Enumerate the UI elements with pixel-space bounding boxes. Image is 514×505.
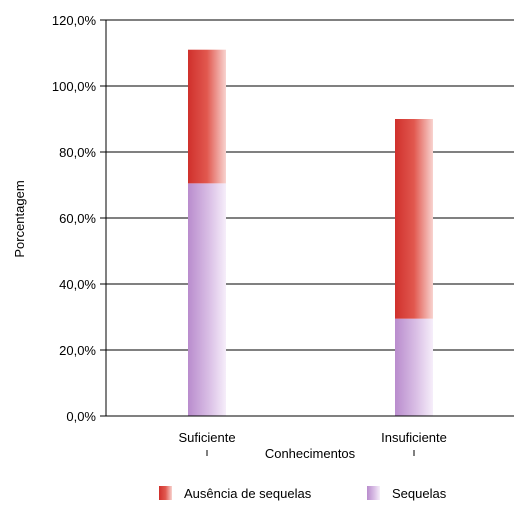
- y-tick-label: 0,0%: [66, 409, 96, 424]
- bar-suficiente-sequelas: [188, 183, 226, 416]
- x-category-labels: Suficiente Insuficiente: [178, 430, 447, 456]
- legend-label: Sequelas: [392, 486, 447, 501]
- gridlines: [100, 19, 514, 417]
- bar-suficiente-ausencia: [188, 49, 226, 184]
- x-axis-title: Conhecimentos: [265, 446, 356, 461]
- y-axis-title: Porcentagem: [12, 180, 27, 257]
- x-category-label: Insuficiente: [381, 430, 447, 445]
- bars: [188, 49, 433, 416]
- bar-insuficiente-sequelas: [395, 318, 433, 416]
- y-tick-label: 60,0%: [59, 211, 96, 226]
- y-tick-label: 80,0%: [59, 145, 96, 160]
- legend-swatch-sequelas: [367, 486, 380, 500]
- y-tick-label: 100,0%: [52, 79, 97, 94]
- x-category-label: Suficiente: [178, 430, 235, 445]
- y-tick-label: 120,0%: [52, 13, 97, 28]
- y-tick-label: 20,0%: [59, 343, 96, 358]
- bar-insuficiente-ausencia: [395, 119, 433, 319]
- legend-swatch-ausencia: [159, 486, 172, 500]
- legend-label: Ausência de sequelas: [184, 486, 312, 501]
- y-tick-labels: 0,0% 20,0% 40,0% 60,0% 80,0% 100,0% 120,0%: [52, 13, 97, 424]
- y-tick-label: 40,0%: [59, 277, 96, 292]
- axes: [105, 20, 514, 417]
- legend: Ausência de sequelas Sequelas: [159, 486, 447, 501]
